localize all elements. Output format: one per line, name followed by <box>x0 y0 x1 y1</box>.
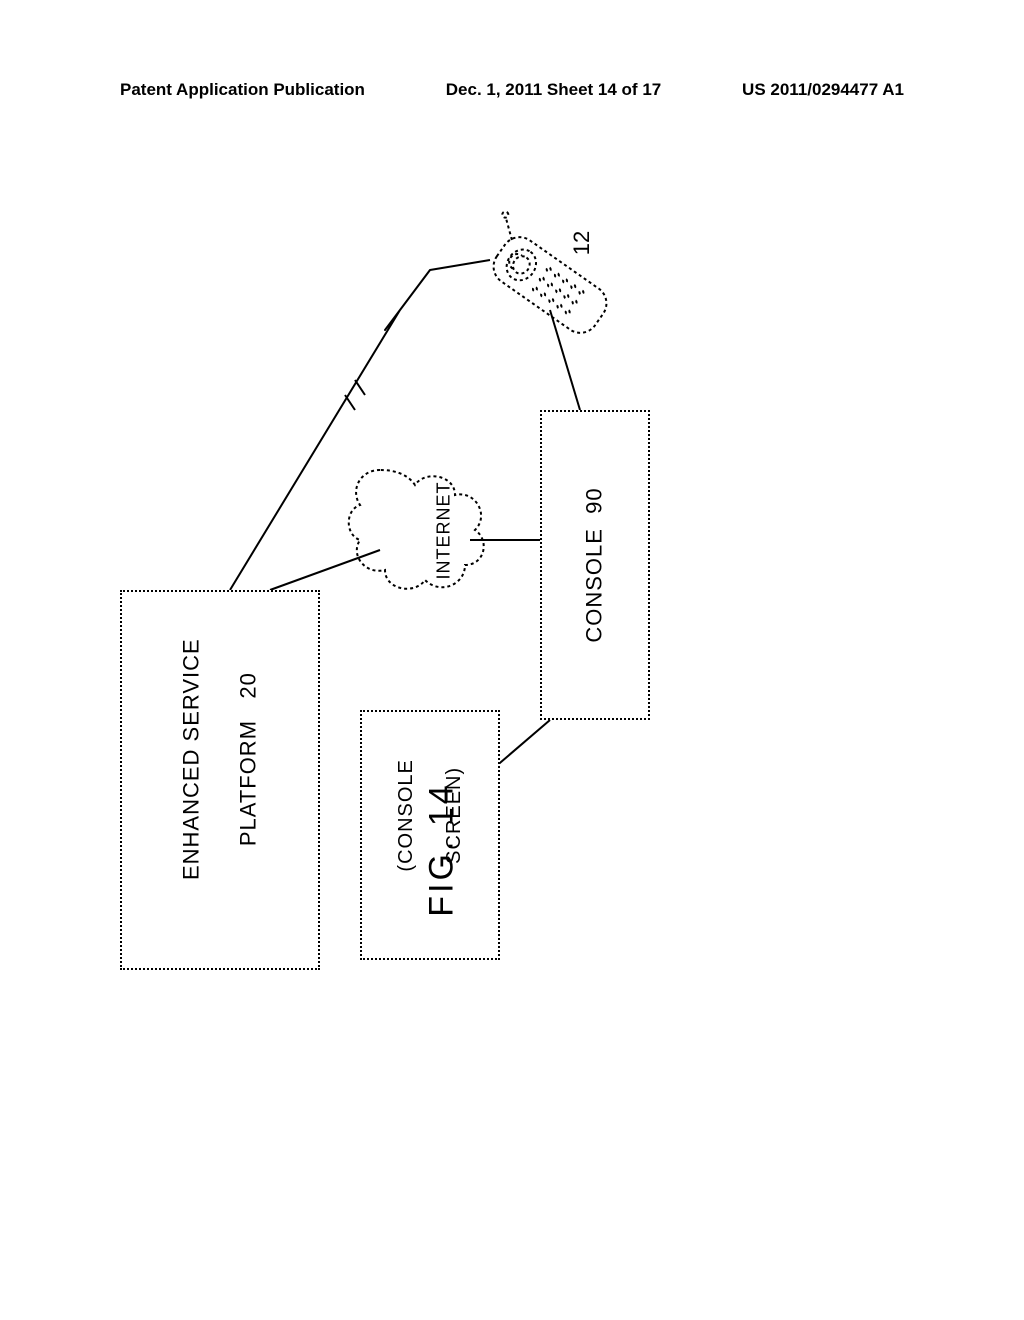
page-header: Patent Application Publication Dec. 1, 2… <box>120 80 904 100</box>
internet-node-label: INTERNET <box>434 482 455 580</box>
header-left: Patent Application Publication <box>120 80 365 100</box>
figure-diagram: 12 ENHANCED SERVICE PLATFORM 20 INTERNET… <box>140 220 660 1000</box>
header-center: Dec. 1, 2011 Sheet 14 of 17 <box>446 80 661 100</box>
console-node: CONSOLE 90 <box>540 410 650 720</box>
figure-label: FIG. 14 <box>423 782 462 916</box>
platform-line2: PLATFORM 20 <box>235 672 260 846</box>
console-screen-line1: (CONSOLE <box>395 759 417 871</box>
header-right: US 2011/0294477 A1 <box>742 80 904 100</box>
console-label: CONSOLE 90 <box>582 487 608 642</box>
phone-reference-number: 12 <box>569 231 595 255</box>
platform-line1: ENHANCED SERVICE <box>178 638 203 880</box>
enhanced-service-platform-node: ENHANCED SERVICE PLATFORM 20 <box>120 590 320 970</box>
